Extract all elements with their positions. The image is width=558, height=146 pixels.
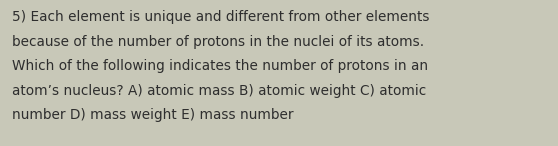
Text: because of the number of protons in the nuclei of its atoms.: because of the number of protons in the … — [12, 35, 425, 49]
Text: number D) mass weight E) mass number: number D) mass weight E) mass number — [12, 108, 294, 122]
Text: Which of the following indicates the number of protons in an: Which of the following indicates the num… — [12, 59, 429, 73]
Text: atom’s nucleus? A) atomic mass B) atomic weight C) atomic: atom’s nucleus? A) atomic mass B) atomic… — [12, 84, 426, 98]
Text: 5) Each element is unique and different from other elements: 5) Each element is unique and different … — [12, 10, 430, 24]
